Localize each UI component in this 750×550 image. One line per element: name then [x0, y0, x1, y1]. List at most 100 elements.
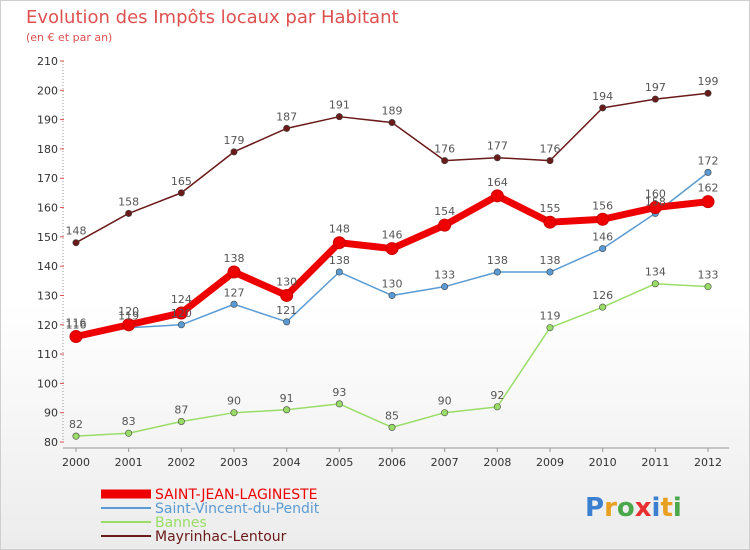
- data-point-bannes: [335, 400, 343, 408]
- data-point-bannes: [388, 423, 396, 431]
- y-tick-label: 90: [44, 407, 58, 420]
- y-tick-label: 190: [37, 114, 58, 127]
- data-point-saint-vincent-du-pendit: [283, 318, 291, 326]
- data-point-mayrinhac-lentour: [546, 157, 554, 165]
- data-label-mayrinhac-lentour: 148: [66, 225, 87, 238]
- data-label-saint-vincent-du-pendit: 172: [698, 154, 719, 167]
- data-label-saint-jean-lagineste: 146: [382, 229, 403, 242]
- x-tick-label: 2010: [589, 456, 617, 469]
- data-label-saint-vincent-du-pendit: 138: [540, 254, 561, 267]
- data-point-bannes: [546, 324, 554, 332]
- y-tick-label: 210: [37, 55, 58, 68]
- data-label-saint-vincent-du-pendit: 146: [592, 231, 613, 244]
- logo-letter: i: [652, 493, 661, 523]
- data-label-saint-jean-lagineste: 130: [276, 275, 297, 288]
- axes: 80 90 100 110 120 130 140 150 160 170 180 190 200 210…: [37, 55, 729, 469]
- data-point-saint-jean-lagineste: [69, 329, 83, 343]
- x-tick-label: 2001: [115, 456, 143, 469]
- x-tick-label: 2003: [220, 456, 248, 469]
- data-label-saint-jean-lagineste: 124: [171, 293, 192, 306]
- data-point-mayrinhac-lentour: [125, 209, 133, 217]
- logo-letter: t: [660, 493, 672, 523]
- legend-label: SAINT-JEAN-LAGINESTE: [155, 487, 318, 503]
- data-label-mayrinhac-lentour: 197: [645, 81, 666, 94]
- x-tick-label: 2011: [641, 456, 669, 469]
- data-label-bannes: 92: [490, 389, 504, 402]
- data-label-saint-jean-lagineste: 156: [592, 199, 613, 212]
- x-tick-label: 2005: [325, 456, 353, 469]
- y-tick-label: 110: [37, 348, 58, 361]
- data-label-bannes: 83: [122, 415, 136, 428]
- legend-label: Mayrinhac-Lentour: [155, 529, 287, 545]
- data-label-saint-vincent-du-pendit: 158: [645, 195, 666, 208]
- y-tick-label: 80: [44, 436, 58, 449]
- data-label-bannes: 82: [69, 418, 83, 431]
- data-labels: 148 158 165 179 187 191 189 176 177 176 194 197 199 1…: [66, 75, 719, 431]
- proxiti-logo: Proxiti: [585, 493, 682, 523]
- legend-label: Saint-Vincent-du-Pendit: [155, 501, 320, 517]
- x-tick-label: 2006: [378, 456, 406, 469]
- data-label-saint-jean-lagineste: 116: [66, 316, 87, 329]
- data-label-saint-jean-lagineste: 164: [487, 176, 508, 189]
- data-label-bannes: 126: [592, 289, 613, 302]
- data-label-mayrinhac-lentour: 158: [118, 195, 139, 208]
- x-tick-label: 2000: [62, 456, 90, 469]
- data-point-saint-jean-lagineste: [332, 236, 346, 250]
- data-label-saint-vincent-du-pendit: 130: [382, 277, 403, 290]
- data-point-bannes: [72, 432, 80, 440]
- logo-letter: o: [617, 493, 635, 523]
- data-point-bannes: [493, 403, 501, 411]
- data-point-saint-vincent-du-pendit: [599, 245, 607, 253]
- data-point-saint-vincent-du-pendit: [546, 268, 554, 276]
- data-point-saint-vincent-du-pendit: [441, 283, 449, 291]
- logo-letter: i: [673, 493, 682, 523]
- chart-subtitle: (en € et par an): [26, 31, 112, 44]
- data-label-mayrinhac-lentour: 176: [434, 143, 455, 156]
- logo-letter: r: [604, 493, 617, 523]
- data-point-saint-jean-lagineste: [543, 215, 557, 229]
- data-label-mayrinhac-lentour: 165: [171, 175, 192, 188]
- data-point-mayrinhac-lentour: [493, 154, 501, 162]
- data-point-bannes: [599, 303, 607, 311]
- data-label-bannes: 119: [540, 310, 561, 323]
- data-point-saint-jean-lagineste: [174, 306, 188, 320]
- data-label-mayrinhac-lentour: 194: [592, 90, 613, 103]
- data-label-bannes: 93: [332, 386, 346, 399]
- data-point-saint-jean-lagineste: [701, 195, 715, 209]
- data-label-bannes: 90: [438, 395, 452, 408]
- data-point-saint-jean-lagineste: [227, 265, 241, 279]
- data-label-saint-jean-lagineste: 160: [645, 188, 666, 201]
- data-label-saint-jean-lagineste: 155: [540, 202, 561, 215]
- data-label-bannes: 133: [698, 269, 719, 282]
- x-tick-label: 2002: [167, 456, 195, 469]
- legend: SAINT-JEAN-LAGINESTESaint-Vincent-du-Pen…: [101, 487, 320, 545]
- y-tick-label: 170: [37, 172, 58, 185]
- y-tick-label: 160: [37, 202, 58, 215]
- data-label-saint-jean-lagineste: 120: [118, 305, 139, 318]
- x-tick-label: 2012: [694, 456, 722, 469]
- y-tick-label: 180: [37, 143, 58, 156]
- data-label-bannes: 90: [227, 395, 241, 408]
- data-label-saint-vincent-du-pendit: 119: [118, 310, 139, 323]
- data-label-mayrinhac-lentour: 187: [276, 110, 297, 123]
- data-point-bannes: [651, 280, 659, 288]
- data-label-mayrinhac-lentour: 199: [698, 75, 719, 88]
- data-point-bannes: [704, 283, 712, 291]
- y-tick-label: 130: [37, 289, 58, 302]
- data-point-saint-vincent-du-pendit: [493, 268, 501, 276]
- x-tick-label: 2004: [273, 456, 301, 469]
- y-tick-label: 200: [37, 84, 58, 97]
- data-label-bannes: 87: [174, 403, 188, 416]
- x-tick-label: 2007: [431, 456, 459, 469]
- data-point-saint-vincent-du-pendit: [335, 268, 343, 276]
- data-label-bannes: 91: [280, 392, 294, 405]
- data-point-saint-jean-lagineste: [438, 218, 452, 232]
- y-tick-label: 100: [37, 377, 58, 390]
- chart-title: Evolution des Impôts locaux par Habitant: [26, 7, 399, 28]
- data-label-bannes: 85: [385, 409, 399, 422]
- data-point-mayrinhac-lentour: [283, 124, 291, 132]
- data-point-mayrinhac-lentour: [177, 189, 185, 197]
- data-label-saint-vincent-du-pendit: 120: [171, 307, 192, 320]
- data-label-mayrinhac-lentour: 191: [329, 99, 350, 112]
